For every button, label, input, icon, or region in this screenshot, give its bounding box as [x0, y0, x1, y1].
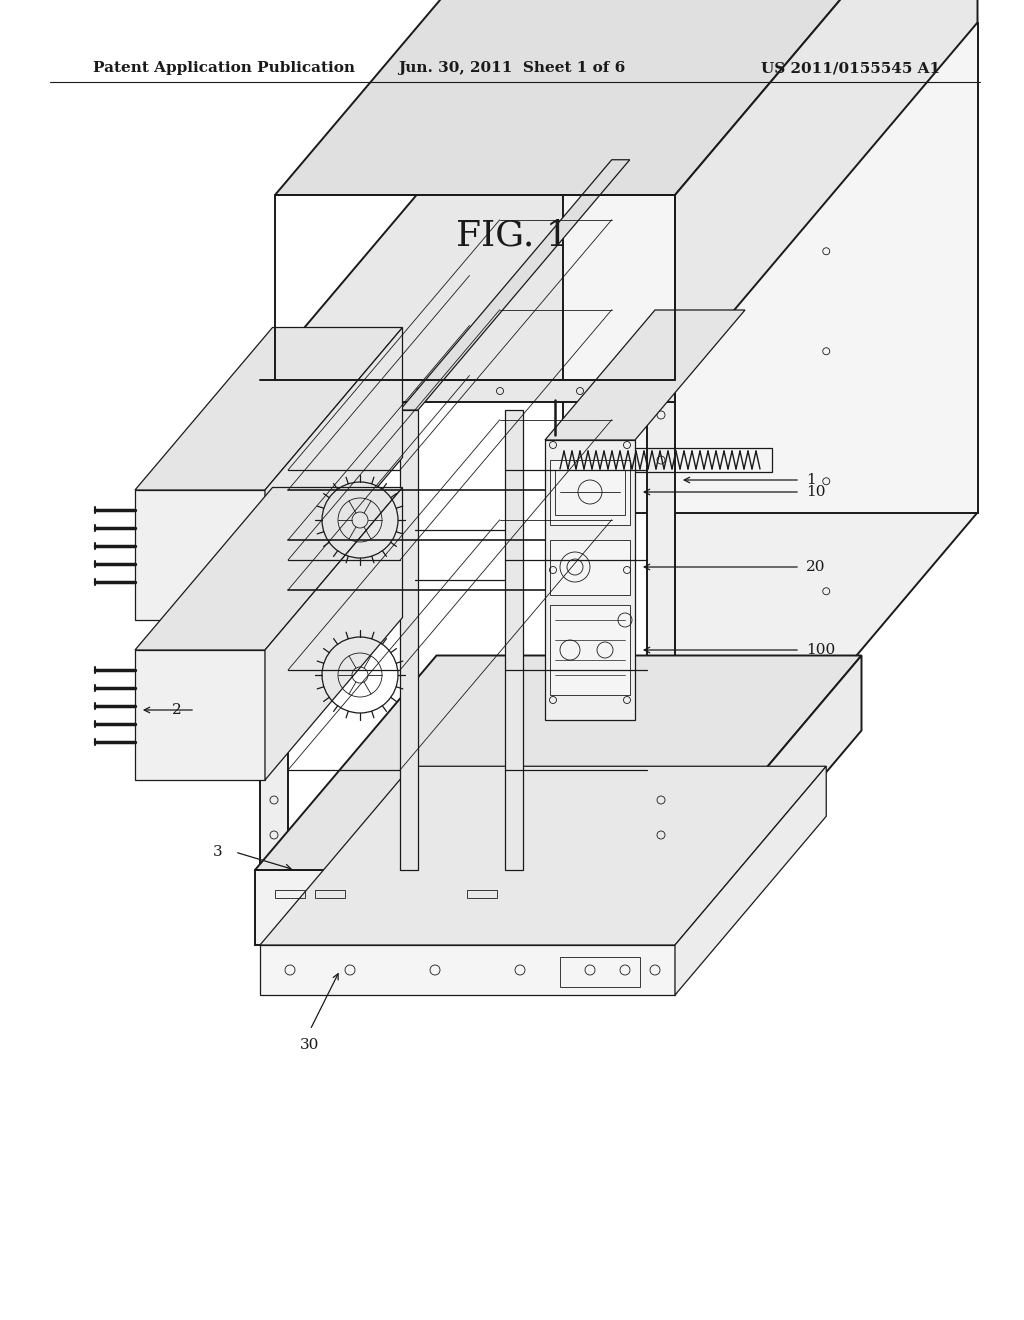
Polygon shape — [675, 766, 826, 995]
Text: US 2011/0155545 A1: US 2011/0155545 A1 — [761, 61, 940, 75]
Polygon shape — [260, 766, 826, 945]
Bar — [555, 470, 625, 515]
Text: Jun. 30, 2011  Sheet 1 of 6: Jun. 30, 2011 Sheet 1 of 6 — [398, 61, 626, 75]
Polygon shape — [400, 411, 418, 870]
Polygon shape — [545, 310, 745, 440]
Polygon shape — [135, 487, 402, 649]
Polygon shape — [675, 0, 978, 380]
Bar — [550, 540, 630, 595]
Polygon shape — [255, 656, 861, 870]
Bar — [260, 945, 675, 995]
Polygon shape — [675, 22, 978, 870]
Polygon shape — [680, 656, 861, 945]
Bar — [255, 870, 680, 945]
Text: 30: 30 — [300, 1038, 319, 1052]
Polygon shape — [135, 490, 265, 620]
Polygon shape — [275, 0, 978, 195]
Bar — [275, 890, 305, 898]
Polygon shape — [260, 380, 675, 403]
Polygon shape — [400, 160, 630, 411]
Text: 3: 3 — [212, 845, 222, 859]
Text: 100: 100 — [806, 643, 836, 657]
Bar — [467, 890, 497, 898]
Polygon shape — [135, 649, 265, 780]
Bar — [550, 605, 630, 696]
Bar — [315, 890, 345, 898]
Polygon shape — [505, 411, 523, 870]
Bar — [548, 447, 772, 473]
Polygon shape — [135, 327, 402, 490]
Polygon shape — [647, 380, 675, 870]
Text: 20: 20 — [806, 560, 825, 574]
Polygon shape — [265, 487, 402, 780]
Bar — [550, 459, 630, 525]
Polygon shape — [562, 22, 978, 512]
Polygon shape — [545, 440, 635, 719]
Text: Patent Application Publication: Patent Application Publication — [93, 61, 355, 75]
Polygon shape — [260, 22, 978, 380]
Polygon shape — [260, 380, 288, 870]
Text: 1: 1 — [806, 473, 816, 487]
Text: FIG. 1: FIG. 1 — [456, 218, 568, 252]
Text: 10: 10 — [806, 484, 825, 499]
Polygon shape — [265, 327, 402, 620]
Text: 2: 2 — [172, 704, 182, 717]
Bar — [560, 957, 640, 987]
